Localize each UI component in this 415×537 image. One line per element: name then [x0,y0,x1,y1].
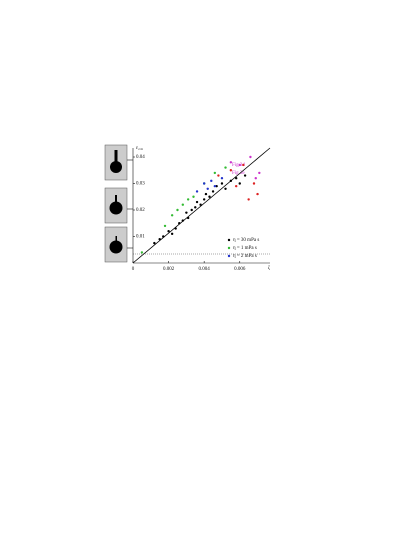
annotation: Fig 3d [232,163,245,168]
point [217,174,220,177]
y-tick-label: 0.03 [136,182,145,187]
point [162,235,165,238]
y-axis-label: εcrit [136,146,143,151]
point [224,187,227,191]
point [215,184,218,188]
point [238,182,241,185]
point [167,230,170,233]
point [178,222,181,225]
point [206,187,209,191]
point [186,198,190,201]
point [256,192,259,196]
drop [110,161,122,173]
point [186,216,190,220]
point [181,203,185,206]
point [195,200,199,204]
point [192,195,195,198]
y-tick-label: 0.01 [136,235,145,240]
point [195,190,199,193]
point [220,177,224,180]
legend-marker [227,246,231,250]
drop [109,201,123,215]
point [220,182,224,185]
legend-label: η = 2 mPa s [233,254,257,259]
point [158,237,161,241]
drop-neck [114,150,118,162]
annotation: Fig 3e [232,171,245,176]
point [243,174,247,177]
y-label-main: ε [136,146,138,151]
x-tick-label: 0 [132,267,135,272]
point [208,195,211,198]
point [247,198,250,201]
point [229,161,233,164]
point [242,163,245,167]
point [153,241,156,245]
point [229,169,233,172]
y-label-sub: crit [138,147,143,151]
point [211,190,215,193]
x-tick-label: 0.002 [163,267,175,272]
point [213,184,217,188]
drop [109,240,123,254]
y-tick-label: 0.02 [136,208,145,213]
drop-neck [115,236,117,242]
drop-neck [115,195,117,203]
point [194,206,197,209]
point [163,224,167,228]
point [170,214,174,217]
y-tick-label: 0.04 [136,155,145,160]
point [229,179,233,183]
point [254,177,257,180]
point [210,179,213,183]
point [202,182,206,185]
point [174,227,177,230]
point [190,208,193,212]
point [249,155,252,159]
insets [104,144,133,263]
legend-marker [227,254,231,258]
x-axis-label: ζ [268,265,270,271]
point [185,211,188,214]
legend-marker [227,238,231,242]
point [170,232,174,236]
point [213,171,217,175]
point [176,208,179,212]
point [202,198,206,201]
point [204,192,208,196]
x-tick-label: 0.006 [234,267,246,272]
point [252,182,256,185]
point [258,171,261,175]
point [140,251,144,254]
legend-label: η = 30 mPa s [233,238,259,243]
legend-label: η = 1 mPa s [233,246,257,251]
point [199,203,202,206]
point [238,163,241,167]
point [224,166,227,169]
x-tick-label: 0.004 [199,267,211,272]
point [234,177,238,180]
point [234,184,238,188]
point [181,219,185,222]
